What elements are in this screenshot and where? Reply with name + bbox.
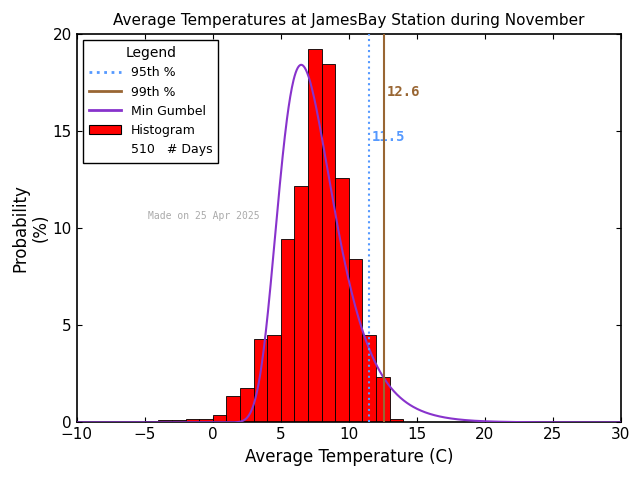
Bar — [349, 259, 362, 422]
Bar — [253, 338, 268, 422]
Bar — [390, 419, 403, 422]
Text: Made on 25 Apr 2025: Made on 25 Apr 2025 — [147, 211, 259, 220]
Bar — [362, 335, 376, 422]
Text: 12.6: 12.6 — [387, 85, 420, 99]
Bar — [281, 240, 294, 422]
Legend: 95th %, 99th %, Min Gumbel, Histogram, 510   # Days: 95th %, 99th %, Min Gumbel, Histogram, 5… — [83, 40, 218, 163]
X-axis label: Average Temperature (C): Average Temperature (C) — [244, 448, 453, 466]
Bar — [308, 49, 322, 422]
Bar — [335, 179, 349, 422]
Bar — [145, 421, 159, 422]
Bar — [227, 396, 240, 422]
Bar — [159, 420, 172, 422]
Text: 11.5: 11.5 — [372, 130, 405, 144]
Bar — [376, 377, 390, 422]
Bar — [186, 419, 199, 422]
Y-axis label: Probability
(%): Probability (%) — [11, 184, 50, 272]
Bar — [403, 421, 417, 422]
Bar — [172, 420, 186, 422]
Title: Average Temperatures at JamesBay Station during November: Average Temperatures at JamesBay Station… — [113, 13, 584, 28]
Bar — [268, 335, 281, 422]
Bar — [294, 186, 308, 422]
Bar — [240, 388, 253, 422]
Bar — [322, 64, 335, 422]
Bar — [199, 419, 212, 422]
Bar — [212, 415, 227, 422]
